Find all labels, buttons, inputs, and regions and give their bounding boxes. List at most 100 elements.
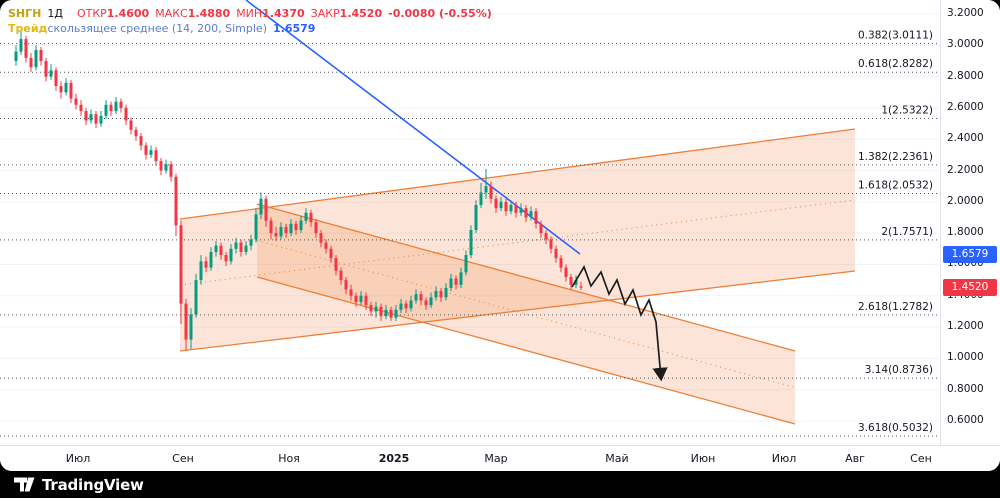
candle-body xyxy=(579,286,583,288)
footer-bar: TradingView xyxy=(0,471,1000,498)
candle-body xyxy=(364,295,368,306)
candle-body xyxy=(269,220,273,234)
candle-body xyxy=(234,242,238,249)
time-tick-label: Июн xyxy=(690,452,716,465)
ascending-channel-bottom[interactable] xyxy=(179,270,856,352)
candle-body xyxy=(394,309,398,318)
fib-level-label: 3.618(0.5032) xyxy=(858,422,933,434)
chart-card: 0.382(3.0111) 0.618(2.8282) 1(2.5322) 1.382… xyxy=(0,0,1000,471)
candle-body xyxy=(529,211,533,218)
candle-body xyxy=(519,208,523,213)
candle-body xyxy=(149,150,153,155)
price-tick-label: 1.2000 xyxy=(947,320,984,333)
ohlc-key: ЗАКР xyxy=(310,7,340,20)
price-axis[interactable]: 1.6579 1.4520 3.2000 3.0000 2.8000 2.6000 2.… xyxy=(940,0,1000,445)
candle-body xyxy=(489,186,493,199)
ma-indicator-value: 1.6579 xyxy=(272,22,316,35)
price-tick-label: 2.6000 xyxy=(947,100,984,113)
candle-body xyxy=(154,150,158,162)
candle-body xyxy=(189,314,193,340)
candle-body xyxy=(114,101,118,112)
candle-body xyxy=(194,280,198,315)
candle-body xyxy=(369,305,373,312)
candle-body xyxy=(94,114,98,124)
candle-body xyxy=(284,226,288,234)
candle-body xyxy=(19,39,23,52)
ascending-channel[interactable] xyxy=(180,129,855,351)
price-tick-label: 2.4000 xyxy=(947,132,984,145)
candle-body xyxy=(264,198,268,221)
price-chart-canvas[interactable]: 0.382(3.0111) 0.618(2.8282) 1(2.5322) 1.382… xyxy=(0,0,941,445)
descending-channel-bottom[interactable] xyxy=(256,276,796,425)
candle-body xyxy=(89,114,93,121)
symbol-ohlc-row: SНГН 1Д ОТКР1.4600 МАКС1.4880 МИН1.4370 ЗАКР1… xyxy=(8,6,492,21)
candle-body xyxy=(354,295,358,303)
candle-body xyxy=(564,267,568,277)
candle-body xyxy=(34,50,38,68)
candle-body xyxy=(229,248,233,262)
candle-body xyxy=(99,115,103,124)
candle-body xyxy=(59,86,63,93)
candle-body xyxy=(179,225,183,304)
descending-channel-top[interactable] xyxy=(256,203,796,352)
watermark-text: Трейд xyxy=(8,22,48,35)
candle-body xyxy=(239,242,243,252)
ma-price-badge: 1.6579 xyxy=(943,246,997,264)
candle-body xyxy=(54,70,58,87)
candle-body xyxy=(294,223,298,231)
candle-body xyxy=(454,278,458,285)
price-tick-label: 3.0000 xyxy=(947,38,984,51)
price-tick-label: 2.2000 xyxy=(947,163,984,176)
candle-body xyxy=(69,82,73,99)
chart-legend: SНГН 1Д ОТКР1.4600 МАКС1.4880 МИН1.4370 ЗАКР1… xyxy=(8,6,492,36)
candle-body xyxy=(289,223,293,234)
candle-body xyxy=(559,258,563,268)
candle-body xyxy=(384,309,388,317)
ohlc-values: ОТКР1.4600 МАКС1.4880 МИН1.4370 ЗАКР1.4520 xyxy=(71,7,382,20)
candle-body xyxy=(479,192,483,205)
symbol-name[interactable]: SНГН xyxy=(8,7,42,20)
candle-body xyxy=(484,186,488,193)
candle-body xyxy=(104,104,108,116)
candle-body xyxy=(244,245,248,252)
ohlc-value: 1.4880 xyxy=(187,7,231,20)
change-value: -0.0080 (-0.55%) xyxy=(388,7,492,20)
fib-level-label: 0.618(2.8282) xyxy=(858,58,933,70)
candle-body xyxy=(359,295,363,303)
time-axis[interactable]: Июл Сен Ноя 2025 Мар Май Июн Июл Авг Сен xyxy=(0,445,1000,471)
fib-level-label: 1(2.5322) xyxy=(881,105,933,117)
ma-line[interactable] xyxy=(245,0,581,255)
candle-body xyxy=(444,287,448,298)
candle-body xyxy=(499,201,503,209)
candle-body xyxy=(64,82,68,93)
interval-label[interactable]: 1Д xyxy=(47,7,63,20)
ohlc-key: МИН xyxy=(236,7,263,20)
candle-body xyxy=(409,300,413,309)
candle-body xyxy=(534,211,538,224)
time-tick-label: 2025 xyxy=(378,452,410,465)
candle-body xyxy=(224,255,228,262)
ascending-channel-top[interactable] xyxy=(179,128,856,220)
candle-body xyxy=(254,214,258,240)
candle-body xyxy=(119,101,123,108)
tradingview-logo[interactable]: TradingView xyxy=(14,476,144,494)
price-tick-label: 0.8000 xyxy=(947,382,984,395)
candle-body xyxy=(539,223,543,234)
candle-body xyxy=(464,255,468,273)
tradingview-wordmark: TradingView xyxy=(42,475,144,494)
candle-body xyxy=(389,309,393,318)
forecast-path[interactable] xyxy=(571,265,668,382)
candle-body xyxy=(314,222,318,234)
ma-indicator-label[interactable]: скользящее среднее (14, 200, Simple) xyxy=(47,22,267,35)
candle-body xyxy=(14,51,18,61)
candle-body xyxy=(459,272,463,285)
candle-body xyxy=(509,204,513,212)
candle-body xyxy=(79,104,83,112)
candle-body xyxy=(109,104,113,112)
candle-body xyxy=(469,230,473,256)
candle-body xyxy=(134,129,138,137)
candle-body xyxy=(404,303,408,309)
candle-body xyxy=(309,212,313,223)
candle-body xyxy=(549,239,553,249)
candle-body xyxy=(49,70,53,77)
